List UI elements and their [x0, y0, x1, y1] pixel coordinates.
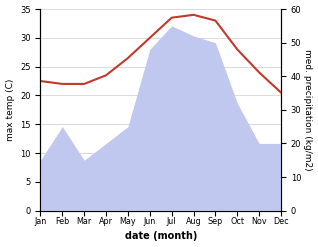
Y-axis label: med. precipitation (kg/m2): med. precipitation (kg/m2) [303, 49, 313, 171]
X-axis label: date (month): date (month) [125, 231, 197, 242]
Y-axis label: max temp (C): max temp (C) [5, 79, 15, 141]
